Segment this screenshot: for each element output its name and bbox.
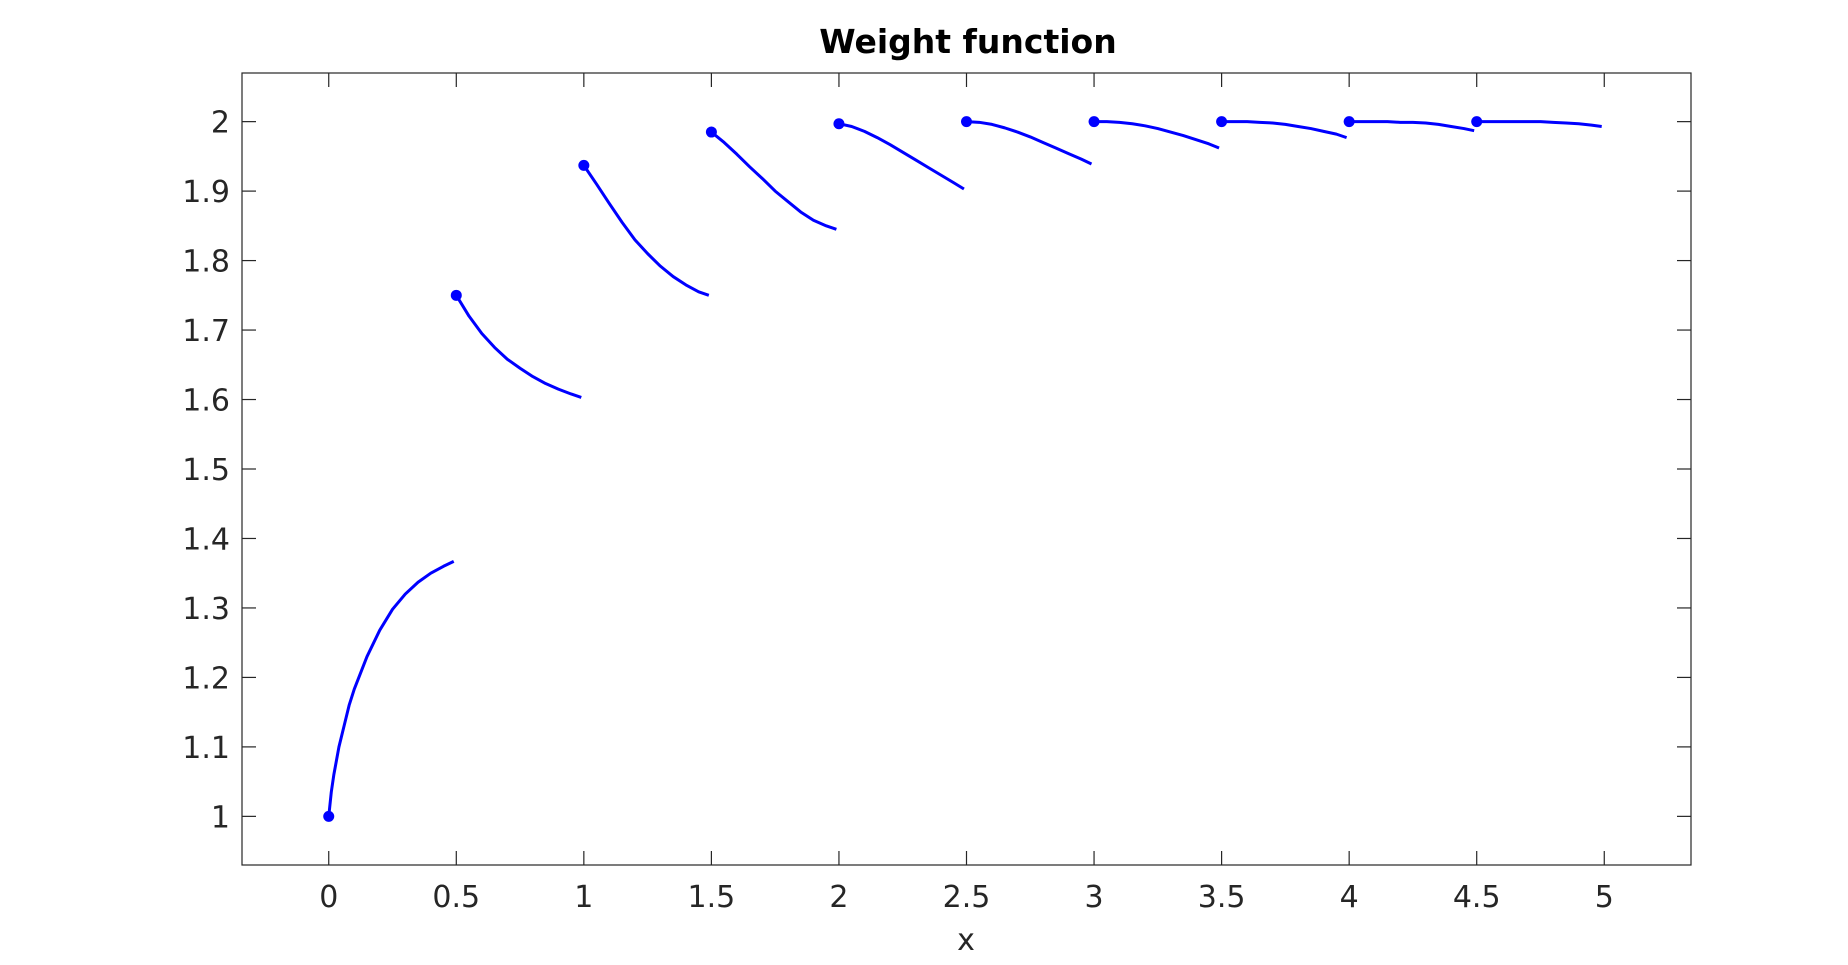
x-tick-label: 4 [1340, 880, 1359, 915]
axis-ticks [242, 73, 1691, 865]
x-tick-labels: 0 0.5 1 1.5 2 2.5 3 3.5 4 4.5 5 [319, 880, 1614, 915]
series-segment-6 [966, 120, 1093, 166]
x-tick-label: 2 [829, 880, 848, 915]
segment-start-marker-5 [833, 118, 845, 130]
y-tick-label: 1.9 [182, 175, 230, 210]
segment-start-marker-8 [1216, 116, 1228, 128]
segment-start-marker-7 [1088, 116, 1100, 128]
y-tick-label: 2 [211, 106, 230, 141]
series-segment-4 [710, 130, 837, 231]
segment-start-marker-9 [1343, 116, 1355, 128]
x-tick-label: 0.5 [432, 880, 480, 915]
series-segment-2 [455, 294, 582, 399]
series-segment-10 [1476, 120, 1602, 128]
chart-title: Weight function [819, 22, 1116, 61]
series-markers [323, 116, 1483, 822]
y-tick-label: 1 [211, 800, 230, 835]
x-tick-label: 2.5 [943, 880, 991, 915]
x-tick-label: 0 [319, 880, 338, 915]
series-segment-9 [1349, 120, 1475, 133]
series-segment-5 [838, 122, 965, 191]
plot-area-frame [241, 72, 1692, 866]
series-segment-1 [327, 560, 455, 817]
x-tick-label: 4.5 [1453, 880, 1501, 915]
y-tick-label: 1.2 [182, 661, 230, 696]
segment-start-marker-4 [705, 126, 717, 138]
y-tick-label: 1.5 [182, 453, 230, 488]
x-tick-label: 5 [1595, 880, 1614, 915]
x-tick-label: 1.5 [688, 880, 736, 915]
y-tick-label: 1.8 [182, 245, 230, 280]
x-axis-label: x [957, 923, 975, 958]
segment-start-marker-6 [961, 116, 972, 128]
series-lines [327, 120, 1602, 817]
y-tick-label: 1.6 [182, 384, 230, 419]
series-segment-3 [582, 164, 710, 297]
series-segment-7 [1094, 120, 1220, 150]
segment-start-marker-1 [323, 810, 335, 822]
x-tick-label: 3.5 [1198, 880, 1246, 915]
y-tick-label: 1.3 [182, 592, 230, 627]
series-segment-8 [1221, 120, 1348, 140]
x-tick-label: 3 [1085, 880, 1104, 915]
y-tick-labels: 1 1.1 1.2 1.3 1.4 1.5 1.6 1.7 1.8 1.9 2 [182, 106, 230, 836]
segment-start-marker-3 [578, 159, 590, 171]
y-tick-label: 1.4 [182, 522, 230, 557]
x-tick-label: 1 [574, 880, 593, 915]
y-tick-label: 1.7 [182, 314, 230, 349]
segment-start-marker-10 [1471, 116, 1483, 128]
segment-start-marker-2 [450, 289, 462, 301]
y-tick-label: 1.1 [182, 731, 230, 766]
